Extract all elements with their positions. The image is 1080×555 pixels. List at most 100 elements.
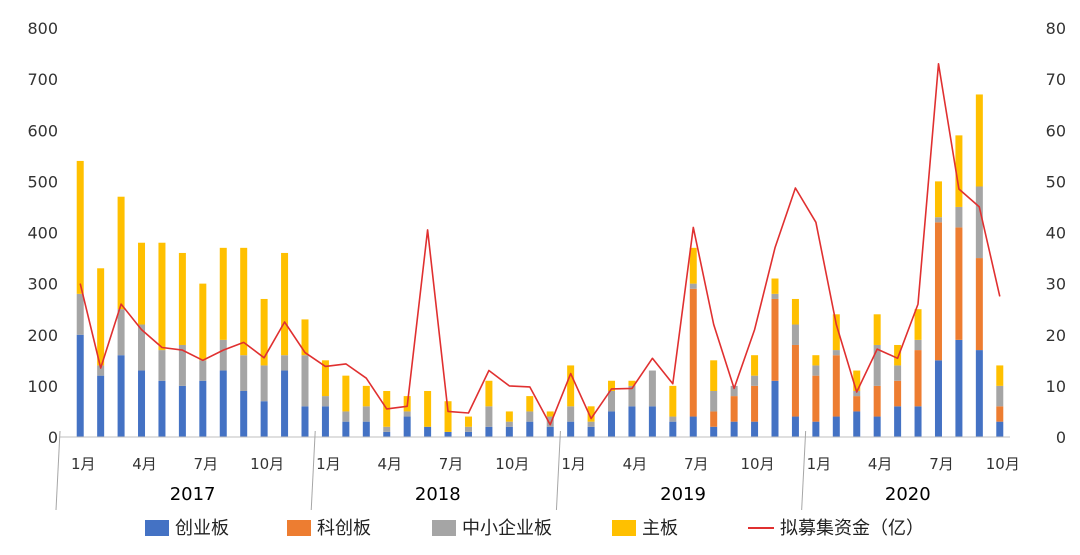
bar-segment — [873, 385, 881, 417]
bar-segment — [628, 380, 636, 386]
bar-segment — [178, 344, 186, 386]
bar-segment — [791, 344, 799, 417]
bar-segment — [975, 350, 983, 437]
bar-segment — [301, 319, 309, 356]
fundraising-line — [79, 62, 1001, 426]
bar-segment — [771, 278, 779, 294]
x-tick-label: 4月 — [377, 455, 402, 473]
bar-segment — [669, 385, 677, 417]
right-y-tick-label: 60 — [1046, 121, 1066, 140]
bar-segment — [669, 416, 677, 422]
bar-segment — [301, 406, 309, 437]
right-y-tick-label: 0 — [1056, 428, 1066, 447]
bar-segment — [914, 309, 922, 340]
bar-segment — [505, 426, 513, 437]
bar-segment — [199, 380, 207, 437]
bar-segment — [628, 406, 636, 437]
bar-segment — [832, 416, 840, 437]
bar-segment — [464, 431, 472, 437]
bar-segment — [873, 314, 881, 345]
bar-segment — [853, 370, 861, 391]
x-tick-label: 1月 — [807, 455, 832, 473]
right-y-tick-label: 20 — [1046, 326, 1066, 345]
bar-segment — [955, 339, 963, 437]
bar-segment — [751, 421, 759, 437]
bar-segment — [219, 370, 227, 437]
bar-segment — [996, 385, 1004, 407]
x-tick-label: 4月 — [623, 455, 648, 473]
bar-segment — [710, 390, 718, 412]
x-tick-label: 10月 — [986, 455, 1020, 473]
bar-segment — [608, 390, 616, 412]
x-tick-label: 4月 — [132, 455, 157, 473]
bar-segment — [934, 181, 942, 218]
x-tick-label: 7月 — [929, 455, 954, 473]
bar-segment — [914, 406, 922, 437]
bar-segment — [812, 355, 820, 366]
bar-segment — [158, 242, 166, 351]
legend-swatch — [612, 520, 636, 536]
bar-segment — [260, 401, 268, 437]
bar-series-group — [76, 94, 1004, 437]
bar-segment — [975, 258, 983, 351]
bar-segment — [812, 421, 820, 437]
bar-segment — [199, 283, 207, 361]
bar-segment — [710, 411, 718, 427]
bar-segment — [403, 411, 411, 417]
bar-segment — [710, 426, 718, 437]
bar-segment — [178, 252, 186, 345]
bar-segment — [505, 411, 513, 422]
bar-segment — [730, 396, 738, 422]
bar-segment — [342, 421, 350, 437]
right-y-axis: 0 10 20 30 40 50 60 70 80 — [1046, 19, 1066, 447]
bar-segment — [424, 390, 432, 427]
bar-segment — [996, 421, 1004, 437]
bar-segment — [894, 380, 902, 407]
bar-segment — [546, 426, 554, 437]
bar-segment — [219, 247, 227, 340]
bar-segment — [117, 196, 125, 310]
left-y-tick-label: 100 — [27, 377, 58, 396]
bar-segment — [97, 365, 105, 376]
bar-segment — [894, 344, 902, 366]
year-label: 2017 — [170, 484, 216, 505]
bar-segment — [526, 421, 534, 437]
bar-segment — [158, 380, 166, 437]
bar-segment — [587, 421, 595, 427]
bar-segment — [321, 360, 329, 397]
bar-segment — [791, 298, 799, 325]
bar-segment — [97, 375, 105, 437]
bar-segment — [240, 247, 248, 356]
bar-segment — [138, 324, 146, 371]
bar-segment — [669, 421, 677, 437]
bar-segment — [240, 355, 248, 391]
bar-segment — [587, 406, 595, 422]
left-y-tick-label: 600 — [27, 121, 58, 140]
year-separator — [310, 430, 316, 511]
bar-segment — [832, 350, 840, 356]
bar-segment — [567, 365, 575, 407]
year-separator — [555, 430, 561, 511]
left-y-tick-label: 500 — [27, 172, 58, 191]
legend-label: 科创板 — [317, 518, 371, 539]
legend-swatch — [287, 520, 311, 536]
bar-segment — [608, 380, 616, 391]
bar-segment — [362, 421, 370, 437]
bar-segment — [689, 247, 697, 284]
bar-segment — [812, 375, 820, 422]
bar-segment — [771, 293, 779, 299]
left-y-axis: 0 100 200 300 400 500 600 700 800 — [27, 19, 58, 447]
bar-segment — [138, 242, 146, 325]
bar-segment — [546, 411, 554, 417]
bar-segment — [853, 411, 861, 437]
left-y-tick-label: 700 — [27, 70, 58, 89]
x-tick-label: 10月 — [495, 455, 529, 473]
bar-segment — [873, 344, 881, 386]
bar-segment — [444, 431, 452, 437]
bar-segment — [934, 217, 942, 223]
bar-segment — [771, 298, 779, 381]
legend-label: 中小企业板 — [462, 518, 552, 539]
bar-segment — [219, 339, 227, 371]
x-tick-label: 1月 — [71, 455, 96, 473]
